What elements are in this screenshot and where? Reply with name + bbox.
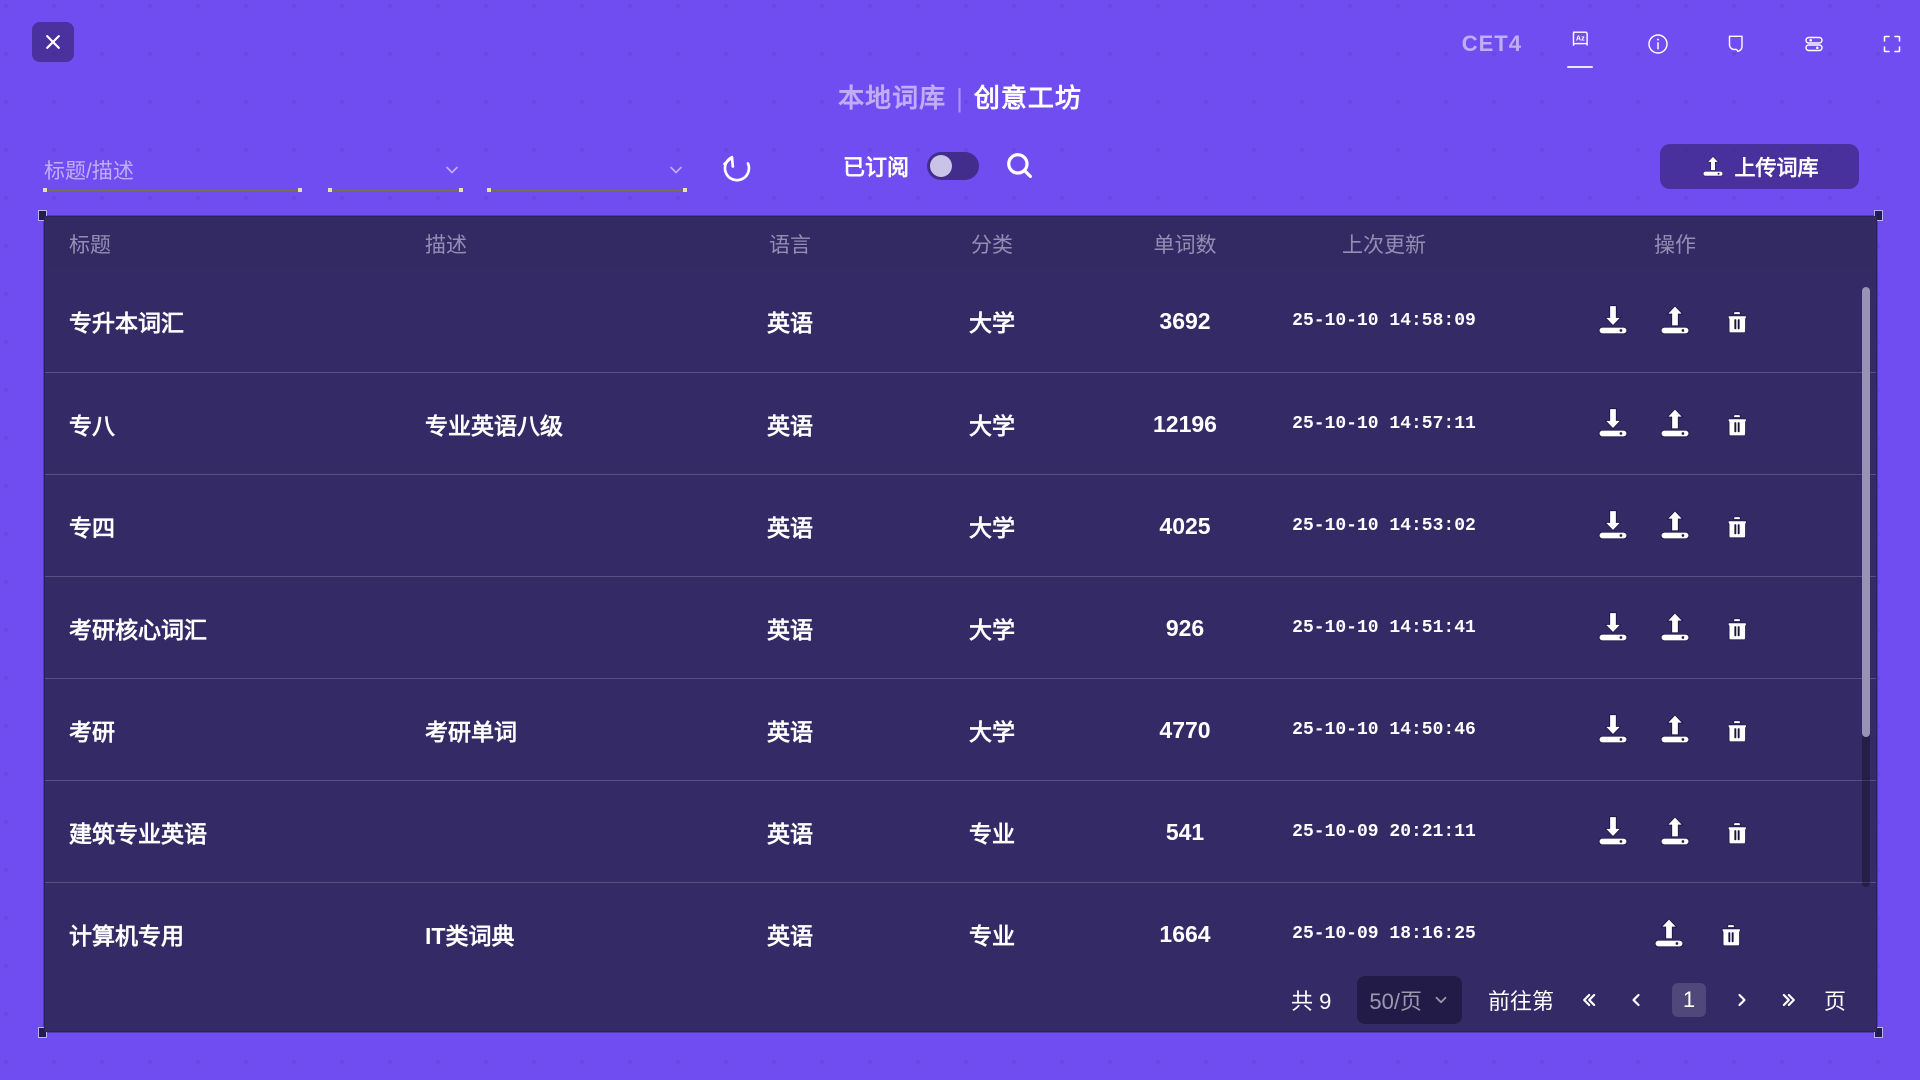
svg-text:Az: Az [1576, 33, 1585, 42]
